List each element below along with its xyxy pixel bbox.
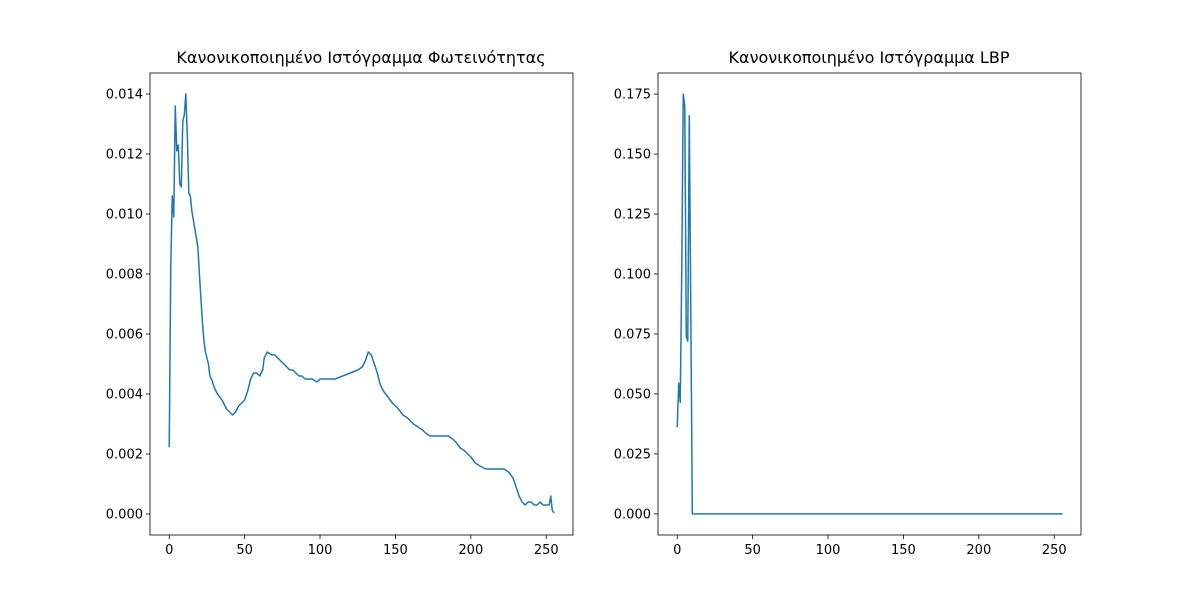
chart-title: Κανονικοποιημένο Ιστόγραμμα Φωτεινότητας [176, 48, 545, 67]
y-tick-label: 0.000 [106, 508, 143, 523]
x-tick-label: 200 [458, 543, 483, 558]
series-line [168, 93, 555, 514]
y-tick-label: 0.075 [614, 327, 651, 342]
y-tick-label: 0.010 [106, 208, 143, 223]
x-tick-label: 250 [534, 543, 559, 558]
y-tick-label: 0.100 [614, 268, 651, 283]
chart-title: Κανονικοποιημένο Ιστόγραμμα LBP [729, 48, 1010, 67]
x-tick-label: 150 [383, 543, 408, 558]
lbp-histogram-panel: Κανονικοποιημένο Ιστόγραμμα LBP 0 50 100 15… [614, 48, 1082, 558]
y-tick-label: 0.175 [614, 88, 651, 103]
y-tick-label: 0.050 [614, 387, 651, 402]
y-tick-label: 0.004 [106, 388, 143, 403]
series-line [676, 93, 1063, 515]
brightness-histogram-panel: Κανονικοποιημένο Ιστόγραμμα Φωτεινότητας… [106, 48, 574, 558]
x-tick-label: 150 [891, 543, 916, 558]
x-tick-label: 100 [308, 543, 333, 558]
y-tick-label: 0.012 [106, 148, 143, 163]
x-tick-label: 250 [1042, 543, 1067, 558]
y-tick-label: 0.008 [106, 268, 143, 283]
y-tick-label: 0.000 [614, 507, 651, 522]
y-tick-label: 0.025 [614, 447, 651, 462]
y-tick-label: 0.125 [614, 208, 651, 223]
plot-frame [657, 72, 1082, 536]
y-tick-label: 0.002 [106, 448, 143, 463]
x-tick-label: 50 [236, 543, 253, 558]
x-tick-label: 100 [816, 543, 841, 558]
y-tick-label: 0.014 [106, 88, 143, 103]
x-tick-label: 50 [744, 543, 761, 558]
y-tick-label: 0.006 [106, 328, 143, 343]
x-tick-label: 0 [165, 543, 173, 558]
lbp-plot-area: 0 50 100 150 200 250 0.000 0.025 0.050 0.075 0.100… [614, 72, 1082, 558]
brightness-plot-area: 0 50 100 150 200 250 0.000 0.002 0.004 0.006 0.008… [106, 72, 574, 558]
x-tick-label: 200 [966, 543, 991, 558]
y-tick-label: 0.150 [614, 148, 651, 163]
x-tick-label: 0 [673, 543, 681, 558]
plot-frame [149, 72, 574, 536]
